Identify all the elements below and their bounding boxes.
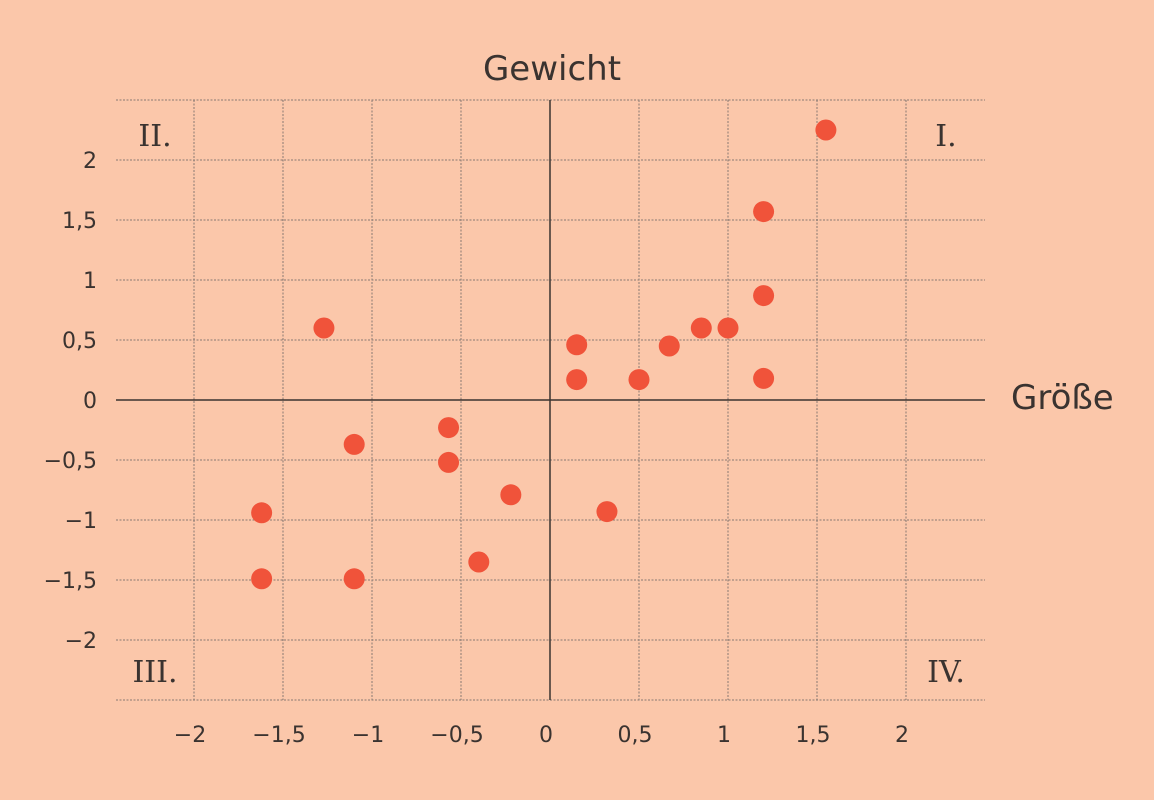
data-point xyxy=(251,568,273,590)
x-axis-title: Größe xyxy=(1011,378,1114,418)
x-tick-label: 1 xyxy=(717,723,731,748)
data-point xyxy=(438,417,460,439)
data-points xyxy=(251,119,837,590)
x-tick-label: −2 xyxy=(174,723,206,748)
data-point xyxy=(815,119,837,141)
y-tick-label: −1,5 xyxy=(44,569,97,594)
y-tick-label: −0,5 xyxy=(44,449,97,474)
data-point xyxy=(566,369,588,391)
data-point xyxy=(753,201,775,223)
y-tick-label: 2 xyxy=(83,149,97,174)
data-point xyxy=(566,334,588,356)
x-tick-label: 0 xyxy=(539,723,553,748)
data-point xyxy=(596,501,618,523)
data-point xyxy=(753,367,775,389)
x-tick-label: 1,5 xyxy=(796,723,831,748)
y-tick-label: 0,5 xyxy=(62,329,97,354)
data-point xyxy=(438,451,460,473)
y-tick-label: −1 xyxy=(65,509,97,534)
quadrant-label-iii: III. xyxy=(132,655,177,690)
y-tick-label: 1 xyxy=(83,269,97,294)
quadrant-label-iv: IV. xyxy=(927,655,965,690)
data-point xyxy=(343,568,365,590)
y-tick-label: 1,5 xyxy=(62,209,97,234)
data-point xyxy=(658,335,680,357)
data-point xyxy=(343,433,365,455)
x-tick-label: −1,5 xyxy=(252,723,305,748)
data-point xyxy=(690,317,712,339)
data-point xyxy=(717,317,739,339)
data-point xyxy=(468,551,490,573)
quadrant-label-i: I. xyxy=(935,119,956,154)
data-point xyxy=(753,285,775,307)
data-point xyxy=(628,369,650,391)
data-point xyxy=(313,317,335,339)
y-axis-title: Gewicht xyxy=(483,49,621,89)
y-tick-label: −2 xyxy=(65,629,97,654)
y-tick-label: 0 xyxy=(83,389,97,414)
x-tick-label: 0,5 xyxy=(618,723,653,748)
axes xyxy=(116,100,985,700)
x-tick-label: 2 xyxy=(895,723,909,748)
tick-labels: −2 −1,5 −1 −0,5 0 0,5 1 1,5 2 2 1,5 1 0,5 0 −0,5 −1 −1,5… xyxy=(44,149,909,748)
quadrant-label-ii: II. xyxy=(138,119,171,154)
data-point xyxy=(500,484,522,506)
x-tick-label: −1 xyxy=(352,723,384,748)
quadrant-labels: II. I. III. IV. xyxy=(132,119,964,690)
data-point xyxy=(251,502,273,524)
x-tick-label: −0,5 xyxy=(430,723,483,748)
